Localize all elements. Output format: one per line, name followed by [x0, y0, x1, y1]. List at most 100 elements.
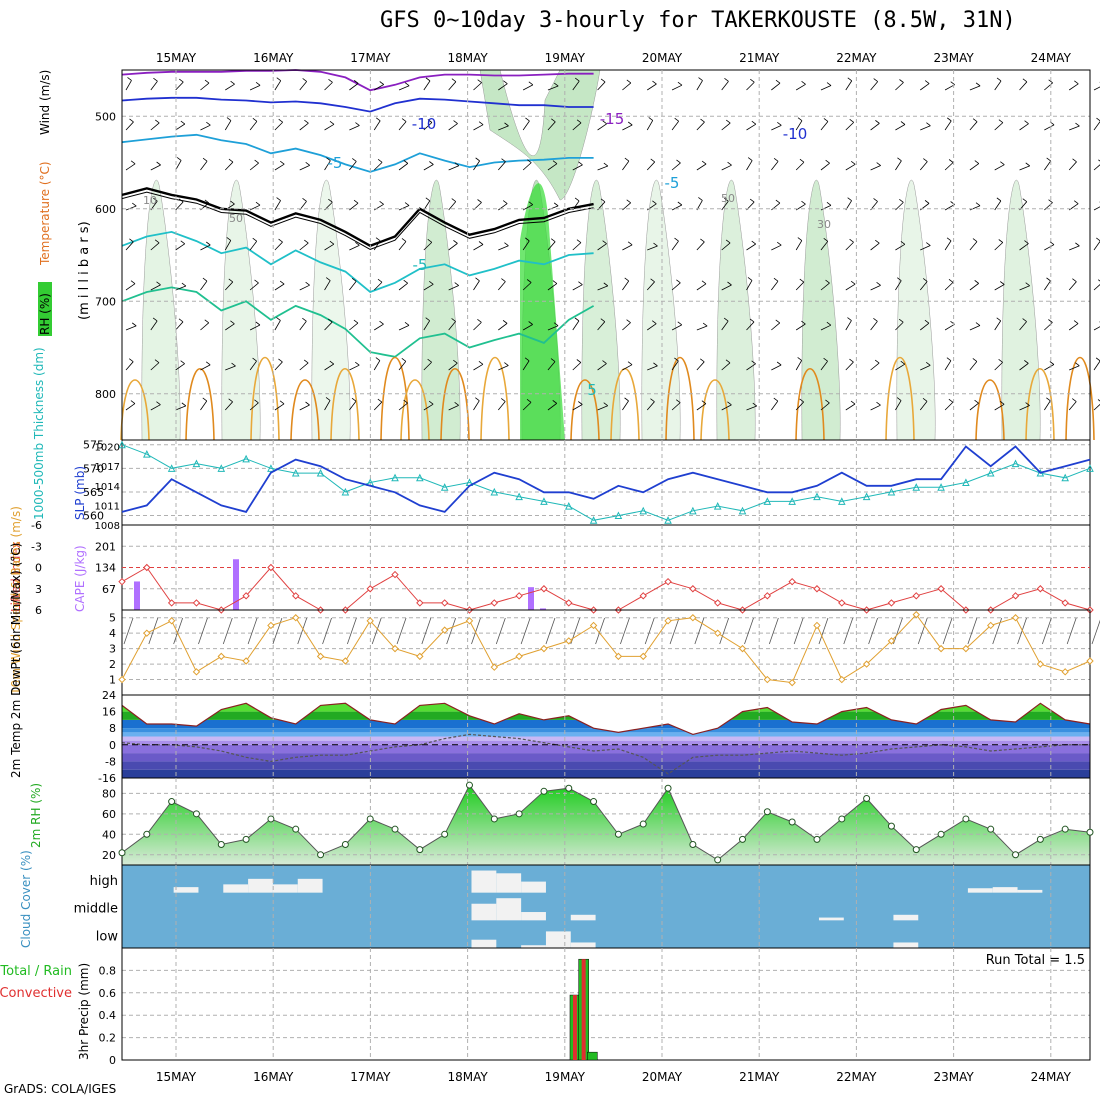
- wind-barb: [622, 202, 631, 211]
- wind-speed-point: [862, 660, 871, 668]
- wind-barb: [724, 78, 729, 82]
- legend-total: Total / Rain: [0, 964, 72, 979]
- wind-barb: [576, 239, 582, 243]
- rh-point: [987, 825, 995, 833]
- wind-barb: [870, 284, 881, 291]
- thickness-point: [912, 483, 921, 491]
- date-label-bottom: 23MAY: [933, 1070, 974, 1084]
- wind-barb: [200, 244, 211, 251]
- wind-barb: [773, 277, 779, 282]
- temperature-contour-warm: [570, 379, 600, 441]
- wind-barb: [448, 243, 458, 251]
- lifted-index-point: [639, 592, 647, 600]
- wind-barb: [125, 361, 134, 371]
- wind-barb: [228, 158, 234, 163]
- wind-barb: [996, 197, 1002, 202]
- wind-barb: [1073, 320, 1079, 324]
- wind-barb: [230, 200, 235, 205]
- temperature-contour-warm: [1065, 356, 1095, 441]
- wind-barb: [799, 398, 804, 403]
- wind-barb: [501, 278, 506, 282]
- wind-barb: [127, 77, 132, 81]
- wind-barb: [1000, 281, 1005, 285]
- ylabel-precip: 3hr Precip (mm): [77, 963, 91, 1060]
- wind-barb: [553, 82, 559, 87]
- wind-barb: [353, 199, 359, 204]
- wind-barb: [1091, 619, 1100, 645]
- wind-barb: [627, 361, 633, 365]
- wind-barb: [627, 121, 633, 126]
- rh-plume: [141, 179, 181, 441]
- wind-barb: [671, 204, 683, 211]
- wind-barb: [272, 617, 283, 645]
- wind-barb: [1049, 361, 1055, 365]
- wind-barb: [727, 281, 732, 286]
- wind-barb: [721, 320, 729, 331]
- wind-barb: [969, 361, 978, 371]
- wind-barb: [944, 240, 952, 251]
- wind-barb: [994, 403, 1005, 411]
- wind-barb: [373, 323, 384, 331]
- wind-barb: [446, 617, 457, 645]
- wind-barb: [603, 162, 609, 167]
- wind-barb: [247, 617, 258, 645]
- ylabel-rh2m: 2m RH (%): [29, 783, 43, 848]
- wind-barb: [552, 160, 558, 165]
- rh-point: [217, 841, 225, 849]
- wind-barb: [475, 157, 480, 162]
- wind-barb: [274, 283, 285, 291]
- rh-point: [1036, 835, 1044, 843]
- wind-barb: [646, 281, 655, 291]
- wind-barb: [771, 124, 782, 131]
- wind-barb: [178, 318, 184, 323]
- thickness-point: [788, 497, 796, 505]
- wind-barb: [448, 81, 457, 91]
- wind-barb: [1093, 86, 1100, 91]
- temp-tick: 8: [109, 722, 116, 735]
- wind-speed-point: [937, 644, 945, 653]
- rh-point: [118, 849, 126, 857]
- wind-barb: [721, 122, 731, 131]
- wind-speed-point: [316, 652, 325, 661]
- wind-barb: [150, 164, 161, 171]
- rh-point: [242, 835, 250, 843]
- wind-barb: [351, 397, 357, 402]
- wind-barb: [926, 242, 931, 246]
- wind-speed-point: [391, 644, 399, 653]
- slp-tick: 1011: [95, 501, 120, 512]
- wind-barb: [274, 80, 282, 91]
- wind-barb: [698, 197, 703, 201]
- wind-barb: [771, 280, 779, 291]
- temperature-contour-warm: [795, 368, 825, 441]
- wind-barb: [1075, 242, 1080, 247]
- lifted-index-point: [937, 585, 945, 593]
- wind-barb: [249, 162, 259, 171]
- wind-barb: [1098, 159, 1100, 162]
- wind-barb: [324, 82, 333, 91]
- thickness-point: [713, 501, 722, 510]
- wind-barb: [299, 362, 309, 371]
- wind-barb: [975, 202, 981, 207]
- thickness-tick: 575: [83, 439, 104, 452]
- wind-barb: [1068, 281, 1077, 291]
- wind-barb: [498, 245, 509, 251]
- wind-speed-point: [167, 617, 176, 625]
- wind-barb: [1046, 157, 1051, 162]
- wind-barb: [671, 402, 681, 411]
- wind-barb: [600, 78, 606, 83]
- wind-barb: [751, 240, 756, 245]
- rh-plume: [641, 179, 681, 441]
- wind-barb: [526, 279, 532, 283]
- precip-tick: 0.2: [99, 1032, 117, 1045]
- wind-barb: [975, 82, 981, 87]
- date-label-bottom: 20MAY: [642, 1070, 683, 1084]
- wind-barb: [324, 280, 331, 291]
- wind-barb: [379, 81, 384, 85]
- wind-barb: [669, 617, 680, 645]
- wind-speed-point: [763, 675, 772, 684]
- rh-point: [664, 784, 672, 792]
- wind-barb: [944, 360, 952, 371]
- rh-point: [490, 815, 498, 823]
- wind-barb: [797, 237, 803, 241]
- wind-barb: [205, 361, 211, 366]
